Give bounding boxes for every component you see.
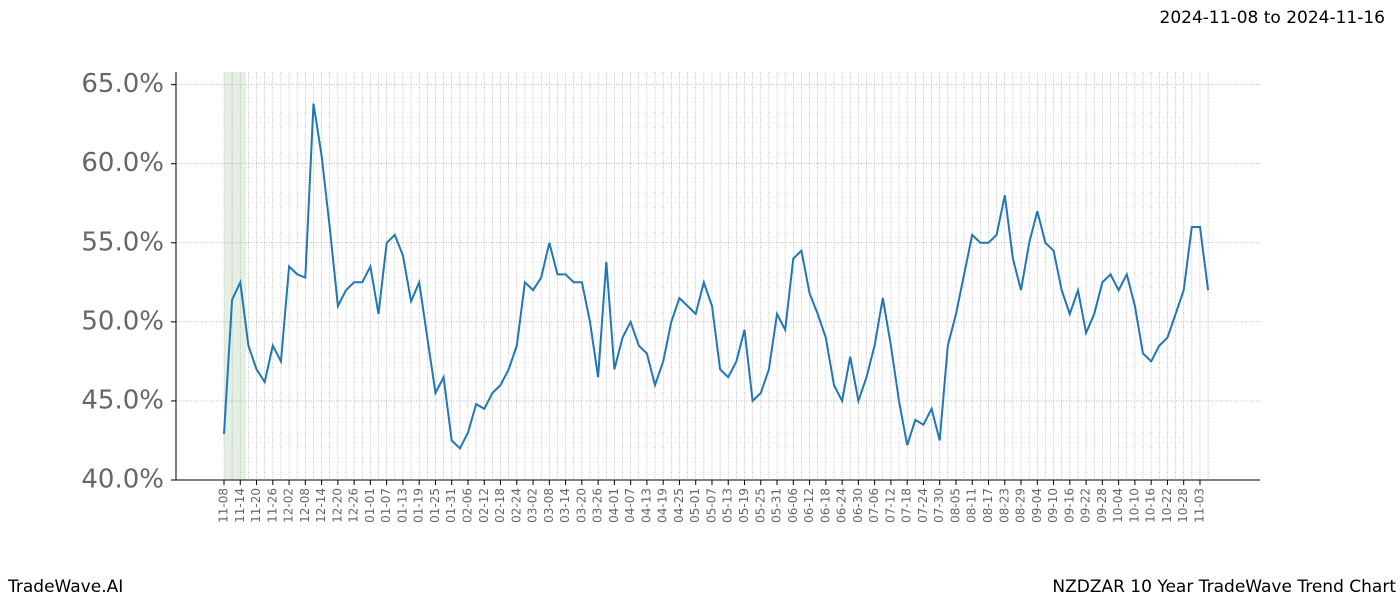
x-tick-label: 08-23 xyxy=(997,488,1011,523)
x-tick-label: 03-02 xyxy=(526,488,540,523)
y-tick-label: 60.0% xyxy=(81,148,164,178)
highlight-band xyxy=(224,72,246,480)
x-tick-label: 12-26 xyxy=(347,488,361,523)
x-tick-label: 06-30 xyxy=(851,488,865,523)
x-tick-label: 10-04 xyxy=(1111,488,1125,523)
y-tick-label: 55.0% xyxy=(81,227,164,257)
x-tick-label: 10-16 xyxy=(1144,488,1158,523)
x-tick-label: 08-05 xyxy=(948,488,962,523)
x-tick-label: 02-06 xyxy=(460,488,474,523)
x-tick-label: 07-18 xyxy=(900,488,914,523)
x-tick-label: 07-06 xyxy=(867,488,881,523)
x-tick-label: 04-13 xyxy=(639,488,653,523)
x-tick-label: 07-24 xyxy=(916,488,930,523)
x-tick-label: 05-07 xyxy=(704,488,718,523)
x-tick-label: 01-25 xyxy=(428,488,442,523)
x-tick-label: 04-07 xyxy=(623,488,637,523)
x-tick-label: 10-22 xyxy=(1160,488,1174,523)
x-tick-label: 03-20 xyxy=(574,488,588,523)
x-tick-label: 01-31 xyxy=(444,488,458,523)
x-tick-label: 05-13 xyxy=(721,488,735,523)
x-tick-label: 05-25 xyxy=(753,488,767,523)
x-tick-label: 09-28 xyxy=(1095,488,1109,523)
x-tick-label: 08-29 xyxy=(1014,488,1028,523)
x-tick-label: 07-12 xyxy=(883,488,897,523)
x-tick-label: 04-25 xyxy=(672,488,686,523)
x-tick-label: 03-26 xyxy=(591,488,605,523)
y-tick-label: 50.0% xyxy=(81,306,164,336)
y-tick-label: 40.0% xyxy=(81,465,164,495)
x-tick-label: 12-20 xyxy=(330,488,344,523)
x-tick-label: 06-24 xyxy=(835,488,849,523)
x-tick-label: 11-03 xyxy=(1192,488,1206,523)
x-tick-label: 01-19 xyxy=(412,488,426,523)
x-tick-label: 08-11 xyxy=(965,488,979,523)
x-tick-label: 10-10 xyxy=(1127,488,1141,523)
x-tick-label: 07-30 xyxy=(932,488,946,523)
y-tick-label: 45.0% xyxy=(81,385,164,415)
x-tick-label: 09-22 xyxy=(1079,488,1093,523)
date-range: 2024-11-08 to 2024-11-16 xyxy=(1160,8,1385,28)
x-tick-label: 04-01 xyxy=(607,488,621,523)
x-tick-label: 11-20 xyxy=(249,488,263,523)
x-tick-label: 05-01 xyxy=(688,488,702,523)
y-tick-label: 65.0% xyxy=(81,69,164,99)
x-tick-label: 11-14 xyxy=(233,488,247,523)
x-tick-label: 03-08 xyxy=(542,488,556,523)
x-tick-label: 01-07 xyxy=(379,488,393,523)
x-tick-label: 05-31 xyxy=(770,488,784,523)
x-tick-label: 11-08 xyxy=(217,488,231,523)
x-tick-label: 01-13 xyxy=(395,488,409,523)
x-tick-label: 09-16 xyxy=(1062,488,1076,523)
x-tick-label: 12-02 xyxy=(282,488,296,523)
x-tick-label: 05-19 xyxy=(737,488,751,523)
x-tick-label: 09-04 xyxy=(1030,488,1044,523)
x-tick-label: 08-17 xyxy=(981,488,995,523)
brand: TradeWave.AI xyxy=(7,577,123,597)
x-tick-label: 04-19 xyxy=(656,488,670,523)
x-tick-label: 01-01 xyxy=(363,488,377,523)
x-tick-label: 12-08 xyxy=(298,488,312,523)
chart-title: NZDZAR 10 Year TradeWave Trend Chart xyxy=(1052,577,1396,597)
x-tick-label: 09-10 xyxy=(1046,488,1060,523)
x-tick-label: 03-14 xyxy=(558,488,572,523)
x-tick-label: 06-12 xyxy=(802,488,816,523)
x-tick-label: 10-28 xyxy=(1176,488,1190,523)
line-series xyxy=(223,103,1210,451)
x-tick-label: 02-18 xyxy=(493,488,507,523)
x-tick-label: 02-12 xyxy=(477,488,491,523)
x-tick-label: 12-14 xyxy=(314,488,328,523)
x-tick-label: 06-06 xyxy=(786,488,800,523)
x-tick-label: 06-18 xyxy=(818,488,832,523)
x-tick-label: 02-24 xyxy=(509,488,523,523)
x-tick-label: 11-26 xyxy=(265,488,279,523)
